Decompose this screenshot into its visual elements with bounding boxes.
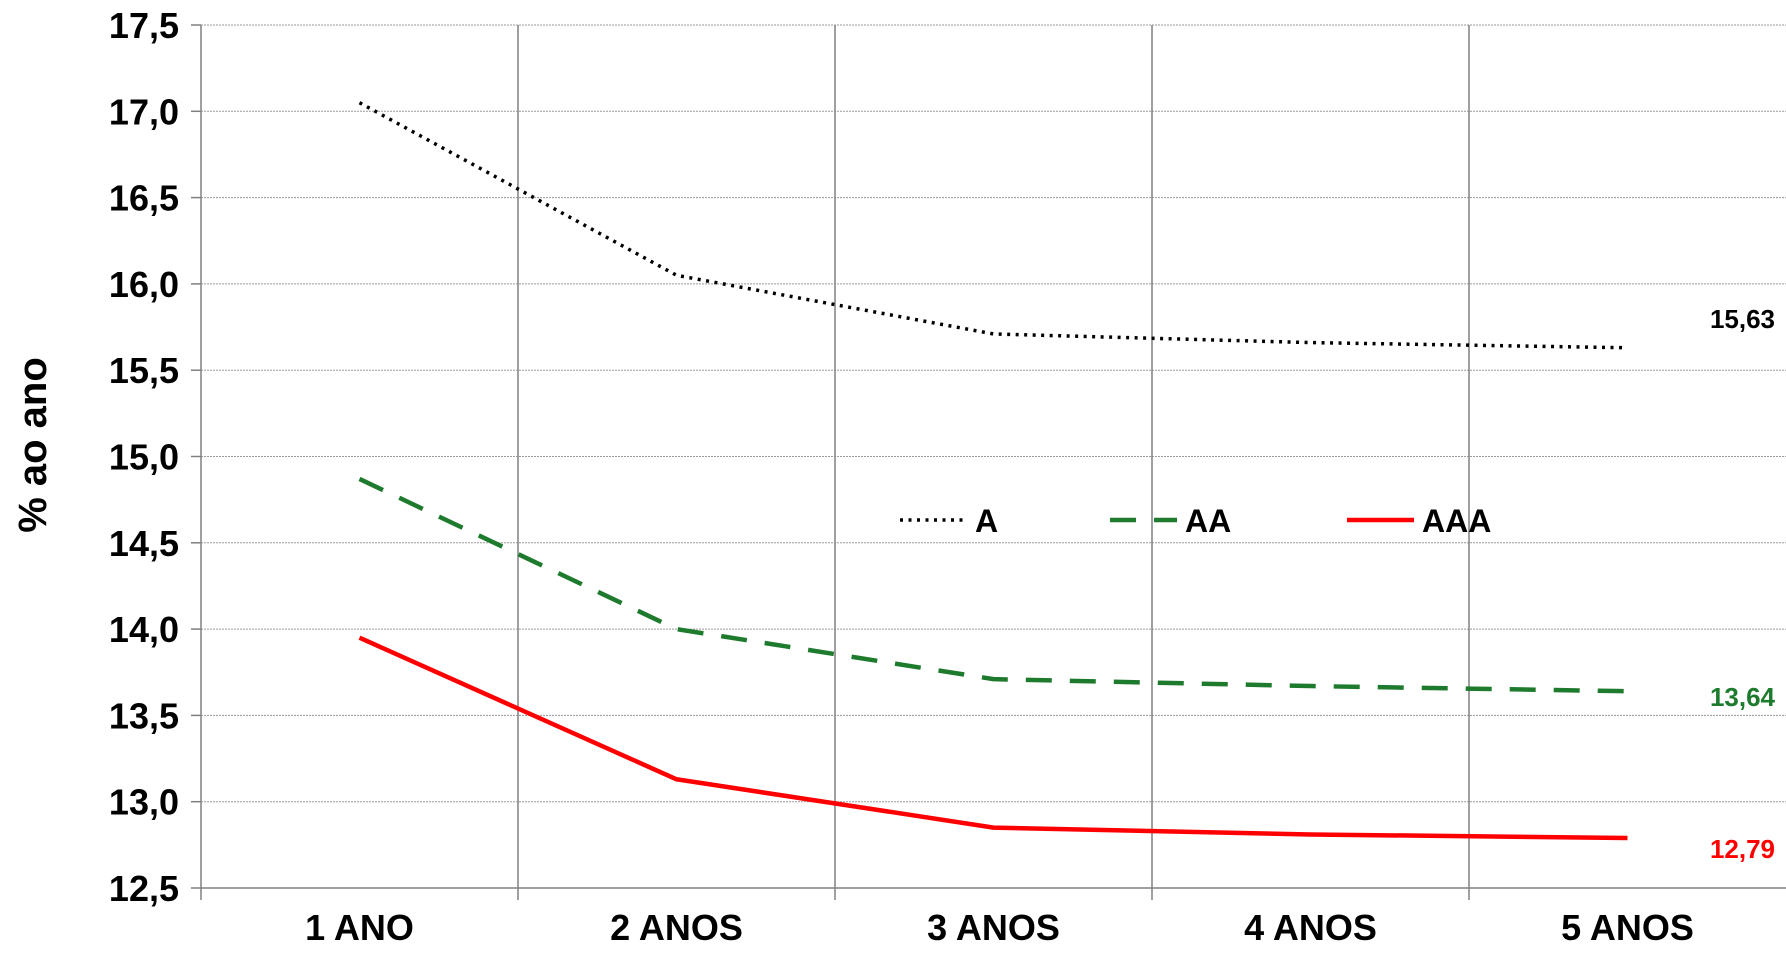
y-tick-label: 16,5 [109, 178, 179, 219]
y-tick-label: 17,0 [109, 91, 179, 132]
grid-layer [201, 24, 1786, 888]
y-tick-label: 15,5 [109, 350, 179, 391]
data-label-aa: 13,64 [1710, 682, 1776, 712]
series-layer [358, 101, 1628, 841]
x-tick-label: 3 ANOS [927, 907, 1060, 948]
series-line-aaa [358, 635, 1628, 841]
y-tick-label: 12,5 [109, 868, 179, 909]
legend-label-aaa: AAA [1422, 503, 1491, 539]
y-axis-title: % ao ano [11, 357, 55, 533]
label-layer: 12,5 13,0 13,5 14,0 14,5 15,0 15,5 16,0 16,5 17,0… [109, 5, 1776, 948]
legend-label-aa: AA [1185, 503, 1231, 539]
data-label-a: 15,63 [1710, 304, 1775, 334]
axis-layer [191, 24, 1786, 900]
y-tick-label: 15,0 [109, 437, 179, 478]
x-tick-label: 2 ANOS [610, 907, 743, 948]
y-tick-label: 16,0 [109, 264, 179, 305]
legend: A AA AAA [900, 503, 1491, 539]
y-tick-label: 13,0 [109, 782, 179, 823]
y-tick-label: 17,5 [109, 5, 179, 46]
y-tick-label: 14,0 [109, 609, 179, 650]
x-tick-label: 4 ANOS [1244, 907, 1377, 948]
series-line-aa [358, 476, 1628, 694]
legend-label-a: A [975, 503, 998, 539]
series-line-a [358, 101, 1628, 350]
data-label-aaa: 12,79 [1710, 834, 1775, 864]
y-tick-label: 13,5 [109, 695, 179, 736]
y-tick-label: 14,5 [109, 523, 179, 564]
x-tick-label: 1 ANO [305, 907, 414, 948]
x-tick-label: 5 ANOS [1561, 907, 1694, 948]
